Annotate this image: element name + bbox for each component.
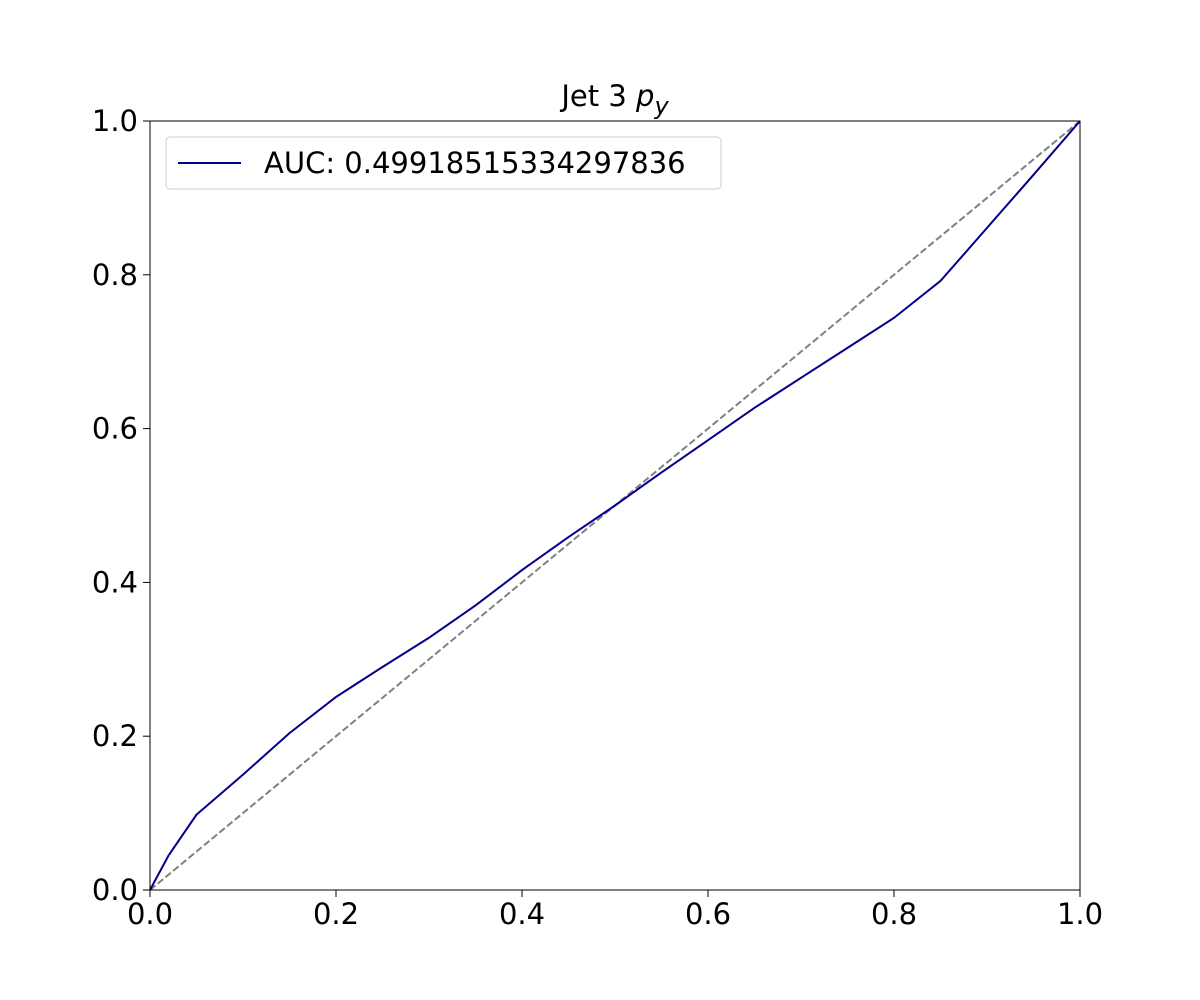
x-tick-label: 0.6: [685, 897, 731, 931]
legend-label: AUC: 0.49918515334297836: [264, 146, 686, 180]
chart-title: Jet 3 py: [559, 79, 669, 120]
x-tick-label: 1.0: [1057, 897, 1103, 931]
legend-box: [165, 136, 722, 190]
y-tick-label: 0.0: [92, 873, 138, 907]
x-tick-label: 0.0: [127, 897, 173, 931]
title-text: Jet 3: [559, 79, 626, 113]
x-tick-label: 0.2: [313, 897, 359, 931]
title-math: p: [635, 79, 654, 113]
y-tick-label: 0.8: [92, 258, 138, 292]
y-tick-label: 0.4: [92, 565, 138, 599]
x-tick-label: 0.8: [871, 897, 917, 931]
plot-frame: [149, 120, 1081, 891]
title-subscript: y: [653, 92, 669, 120]
x-tick-label: 0.4: [499, 897, 545, 931]
y-tick-label: 0.6: [92, 412, 138, 446]
y-tick-label: 0.2: [92, 719, 138, 753]
y-tick-label: 1.0: [92, 104, 138, 138]
series-line: [149, 120, 1081, 891]
